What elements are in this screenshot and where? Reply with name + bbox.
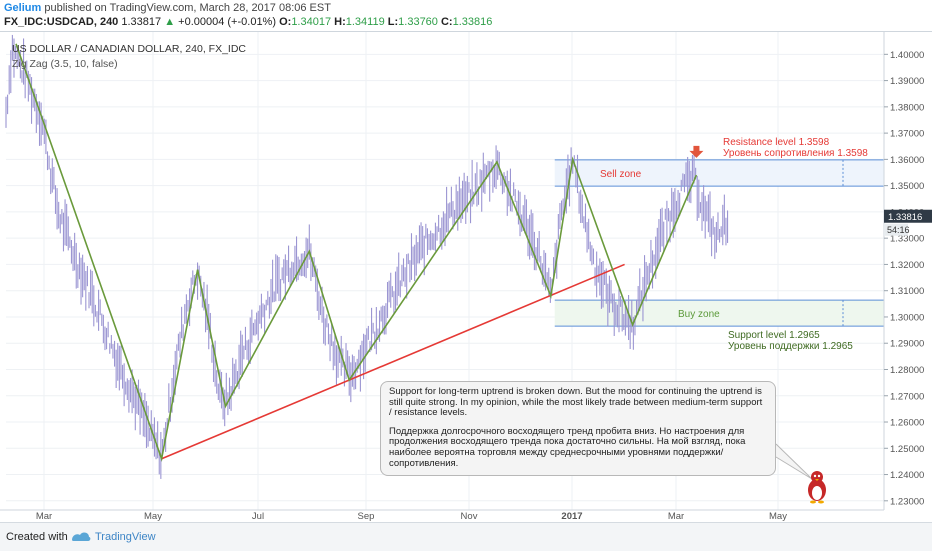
resistance-label-en: Resistance level 1.3598: [723, 137, 830, 148]
zones: [554, 159, 884, 327]
price-tick-label: 1.31000: [890, 286, 924, 297]
price-tick-label: 1.28000: [890, 365, 924, 376]
support-label-ru: Уровень поддержки 1.2965: [728, 341, 853, 352]
header-divider: [0, 31, 932, 32]
open-label: O:: [279, 16, 292, 28]
last-price-tag-text: 1.33816: [888, 212, 922, 223]
tradingview-link[interactable]: TradingView: [95, 531, 156, 543]
price-tick-label: 1.35000: [890, 181, 924, 192]
time-tick-label: Sep: [358, 511, 375, 522]
analysis-lines: [15, 43, 704, 462]
price-chart[interactable]: 1.40000 1.39000 1.38000 1.37000 1.36000 1.350…: [0, 32, 932, 522]
price-tick-label: 1.37000: [890, 129, 924, 140]
tradingview-logo-icon[interactable]: [70, 529, 92, 543]
penguin-foot: [818, 500, 824, 504]
price-tick-label: 1.25000: [890, 444, 924, 455]
publisher-name[interactable]: Gelium: [4, 2, 42, 14]
low-value: 1.33760: [398, 16, 438, 28]
countdown-tag-text: 54:16: [887, 225, 910, 235]
price-series: [5, 34, 729, 479]
created-with-label: Created with: [6, 531, 68, 543]
time-tick-label: Mar: [668, 511, 684, 522]
time-tick-label: Mar: [36, 511, 52, 522]
price-tick-label: 1.32000: [890, 260, 924, 271]
indicator-label[interactable]: Zig Zag (3.5, 10, false): [12, 58, 118, 70]
zigzag-line: [15, 43, 698, 462]
price-tick-label: 1.26000: [890, 418, 924, 429]
chart-title: US DOLLAR / CANADIAN DOLLAR, 240, FX_IDC: [12, 43, 246, 55]
published-text: published on TradingView.com, March 28, …: [44, 2, 331, 14]
sell-zone-label: Sell zone: [600, 169, 642, 180]
time-tick-label: 2017: [561, 511, 582, 522]
price-tick-label: 1.39000: [890, 76, 924, 87]
price-axis-bg: [884, 32, 932, 522]
high-label: H:: [334, 16, 346, 28]
price-tick-label: 1.29000: [890, 339, 924, 350]
low-label: L:: [387, 16, 399, 28]
publish-info: Gelium published on TradingView.com, Mar…: [4, 2, 331, 14]
resistance-label-ru: Уровень сопротивления 1.3598: [723, 148, 868, 159]
high-value: 1.34119: [345, 16, 385, 28]
buy-zone-label: Buy zone: [678, 309, 720, 320]
price-change: +0.00004 (+-0.01%): [178, 16, 277, 28]
time-tick-label: Jul: [252, 511, 264, 522]
note-pointer: [775, 443, 813, 480]
close-label: C:: [440, 16, 453, 28]
uptrend-line: [161, 263, 625, 460]
up-arrow-icon: ▲: [164, 16, 176, 28]
price-axis[interactable]: 1.40000 1.39000 1.38000 1.37000 1.36000 1.350…: [883, 32, 932, 522]
penguin-eye: [813, 474, 817, 478]
countdown-tag: [884, 223, 908, 236]
analysis-note: Support for long-term uptrend is broken …: [380, 381, 776, 476]
price-tick-label: 1.23000: [890, 496, 924, 507]
sell-zone: [554, 159, 884, 187]
sell-arrow-icon: [689, 145, 704, 158]
price-tick-label: 1.30000: [890, 312, 924, 323]
support-label-en: Support level 1.2965: [728, 330, 820, 341]
price-tick-label: 1.24000: [890, 470, 924, 481]
time-axis[interactable]: Mar May Jul Sep Nov 2017 Mar May: [0, 509, 884, 522]
penguin-eye: [817, 474, 821, 478]
open-value: 1.34017: [291, 16, 332, 28]
note-russian: Поддержка долгосрочного восходящего трен…: [389, 425, 746, 469]
note-english: Support for long-term uptrend is broken …: [389, 386, 763, 419]
penguin-icon: [808, 471, 826, 504]
symbol-info-bar: FX_IDC:USDCAD, 240 1.33817 ▲ +0.00004 (+…: [4, 16, 492, 28]
price-tick-label: 1.33000: [890, 234, 924, 245]
price-tick-label: 1.27000: [890, 391, 924, 402]
price-tick-label: 1.40000: [890, 50, 924, 61]
last-price: 1.33817: [121, 16, 162, 28]
time-tick-label: Nov: [461, 511, 478, 522]
last-price-tag: [884, 209, 932, 223]
footer: Created with TradingView: [0, 522, 932, 551]
time-tick-label: May: [144, 511, 162, 522]
penguin-foot: [810, 500, 816, 504]
penguin-head: [811, 471, 823, 483]
symbol-label: FX_IDC:USDCAD, 240: [4, 16, 119, 28]
penguin-beak: [815, 479, 819, 481]
penguin-belly: [812, 486, 822, 500]
price-tick-label: 1.36000: [890, 155, 924, 166]
close-value: 1.33816: [452, 16, 493, 28]
price-tick-label: 1.38000: [890, 102, 924, 113]
time-tick-label: May: [769, 511, 787, 522]
